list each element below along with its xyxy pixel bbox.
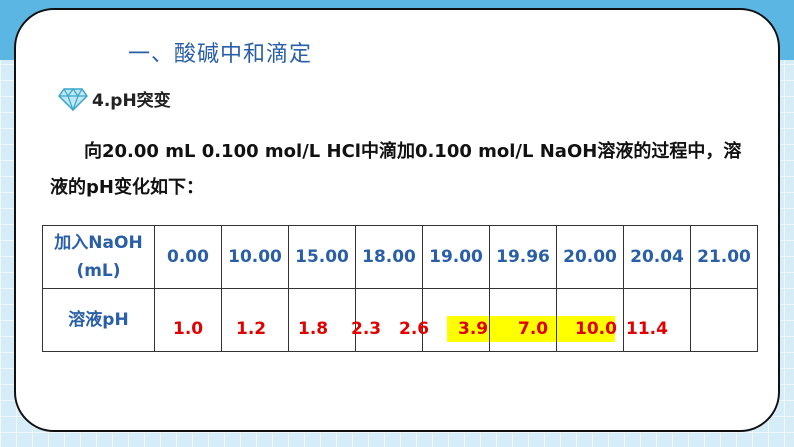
content-card: [14, 8, 780, 432]
ph-cell: [556, 288, 624, 352]
ph-value: 3.9: [458, 319, 489, 339]
ph-cell: [221, 288, 289, 352]
ph-value: 11.4: [626, 319, 668, 339]
ph-value: 2.3: [351, 319, 382, 339]
titration-table: 加入NaOH (mL) 0.00 10.00 15.00 18.00 19.00…: [42, 225, 758, 352]
ph-cell: [489, 288, 557, 352]
table-row: 溶液pH: [42, 288, 758, 352]
ph-value: 10.0: [575, 319, 617, 339]
sub-heading: 4.pH突变: [58, 86, 171, 111]
ph-cell: [355, 288, 423, 352]
volume-header-cell: 加入NaOH (mL): [42, 225, 155, 289]
sub-heading-label: 4.pH突变: [92, 91, 171, 111]
volume-cell: 10.00: [221, 225, 289, 289]
volume-cell: 21.00: [690, 225, 758, 289]
section-title: 一、酸碱中和滴定: [128, 42, 313, 67]
volume-cell: 0.00: [154, 225, 222, 289]
table-row: 加入NaOH (mL) 0.00 10.00 15.00 18.00 19.00…: [42, 225, 758, 289]
description-paragraph: 向20.00 mL 0.100 mol/L HCl中滴加0.100 mol/L …: [50, 141, 742, 198]
ph-cell: [623, 288, 691, 352]
ph-cell: [690, 288, 758, 352]
diamond-icon: [58, 87, 88, 111]
volume-cell: 19.00: [422, 225, 490, 289]
volume-cell: 18.00: [355, 225, 423, 289]
ph-value: 1.0: [173, 319, 204, 339]
volume-cell: 20.04: [623, 225, 691, 289]
volume-cell: 20.00: [556, 225, 624, 289]
ph-value: 1.2: [236, 319, 267, 339]
ph-cell: [422, 288, 490, 352]
ph-value: 2.6: [399, 319, 430, 339]
volume-header-line1: 加入NaOH: [54, 233, 143, 253]
volume-cell: 15.00: [288, 225, 356, 289]
ph-value: 1.8: [298, 319, 329, 339]
ph-value: 7.0: [518, 319, 549, 339]
ph-header-cell: 溶液pH: [42, 288, 155, 352]
ph-cell: [154, 288, 222, 352]
volume-header-line2: (mL): [76, 261, 121, 281]
volume-cell: 19.96: [489, 225, 557, 289]
